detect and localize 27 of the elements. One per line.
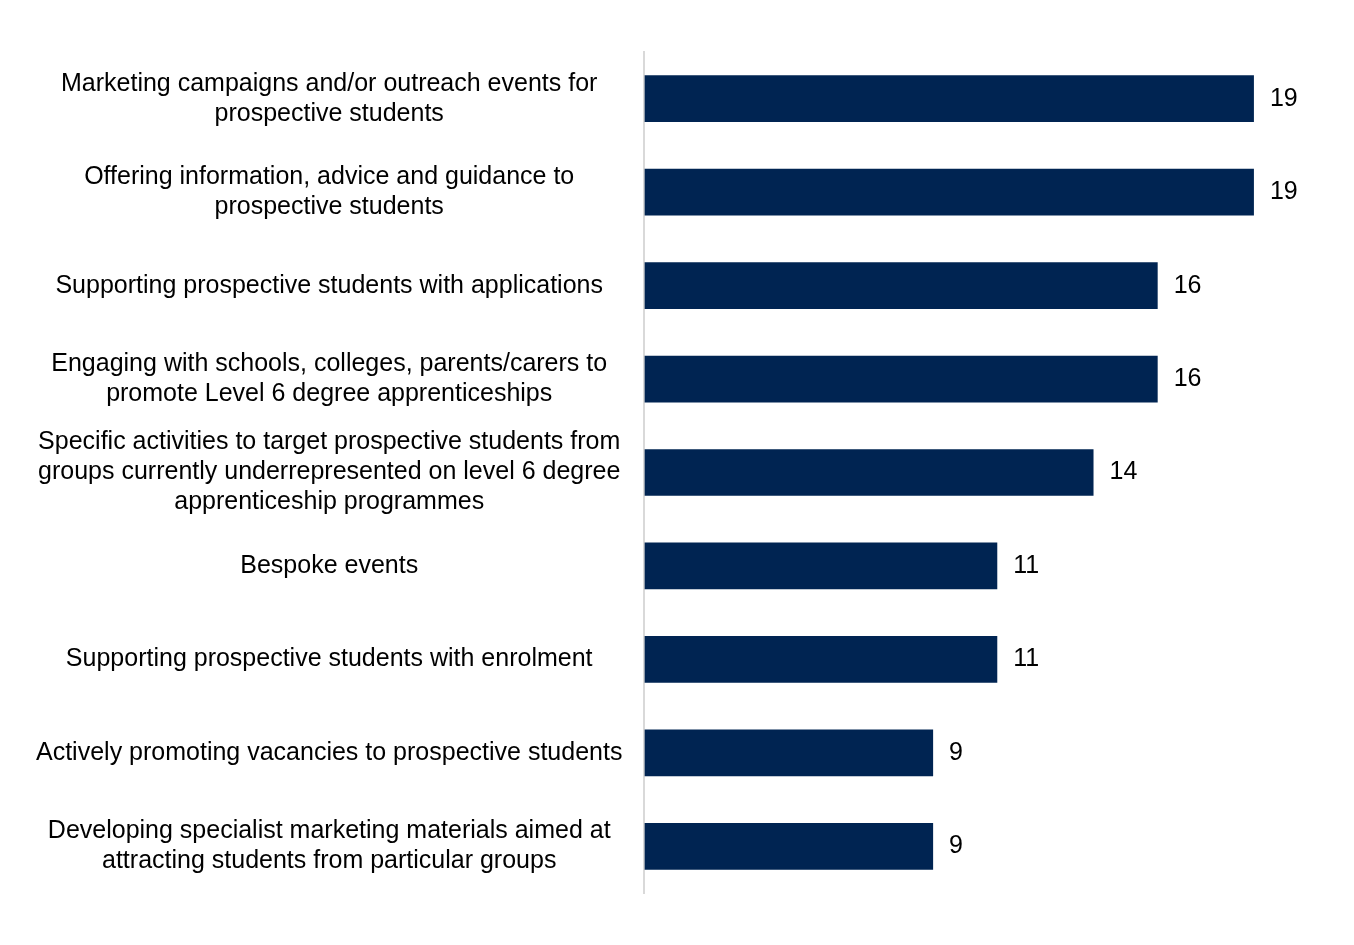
data-label: 14 bbox=[1109, 456, 1138, 485]
y-tick-label: Specific activities to target prospective students from groups currently underrepresented on level 6 degree apprenticeship programmes bbox=[38, 426, 621, 515]
data-label: 16 bbox=[1173, 269, 1202, 298]
y-tick-label: Engaging with schools, colleges, parents/carers to promote Level 6 degree apprenticeships bbox=[51, 347, 608, 406]
data-label: 16 bbox=[1173, 362, 1202, 391]
data-label: 9 bbox=[949, 736, 964, 765]
bar bbox=[644, 168, 1254, 216]
data-label: 9 bbox=[949, 830, 964, 859]
bar bbox=[644, 729, 934, 777]
bar bbox=[644, 542, 998, 590]
y-tick-label: Developing specialist marketing materials aimed at attracting students from particular groups bbox=[47, 815, 611, 874]
data-label: 11 bbox=[1013, 643, 1040, 672]
y-tick-label: Bespoke events bbox=[240, 549, 419, 578]
bar bbox=[644, 355, 1158, 403]
y-tick-label: Marketing campaigns and/or outreach events for prospective students bbox=[61, 67, 598, 126]
bar bbox=[644, 822, 934, 870]
bar bbox=[644, 75, 1254, 123]
bar bbox=[644, 262, 1158, 309]
y-tick-label: Actively promoting vacancies to prospective students bbox=[36, 736, 623, 765]
data-label: 19 bbox=[1269, 176, 1298, 205]
y-tick-label: Offering information, advice and guidance to prospective students bbox=[84, 161, 575, 220]
bar bbox=[644, 636, 998, 683]
data-label: 19 bbox=[1269, 82, 1298, 111]
bar bbox=[644, 449, 1094, 496]
data-label: 11 bbox=[1013, 549, 1040, 578]
y-tick-label: Supporting prospective students with applications bbox=[55, 269, 603, 298]
y-tick-label: Supporting prospective students with enrolment bbox=[65, 643, 593, 672]
